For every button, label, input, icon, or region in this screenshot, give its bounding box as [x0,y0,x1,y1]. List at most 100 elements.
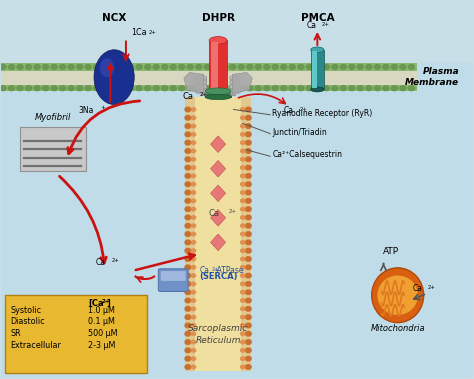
Circle shape [185,140,191,145]
Circle shape [238,64,244,69]
Circle shape [246,149,251,153]
Circle shape [289,86,295,91]
Circle shape [17,64,23,69]
Circle shape [340,86,346,91]
Circle shape [187,64,193,69]
Circle shape [191,133,196,136]
Circle shape [191,315,196,319]
Circle shape [191,257,196,261]
Circle shape [238,86,244,91]
Circle shape [185,182,191,186]
Ellipse shape [372,268,424,323]
Circle shape [185,190,191,195]
Circle shape [246,248,251,253]
Ellipse shape [94,50,134,105]
Circle shape [240,332,245,335]
Circle shape [240,307,245,310]
Circle shape [323,64,329,69]
Circle shape [246,356,251,361]
Circle shape [332,64,338,69]
Circle shape [246,157,251,161]
Circle shape [400,86,406,91]
Circle shape [185,348,191,352]
Circle shape [246,323,251,328]
Circle shape [185,265,191,269]
Ellipse shape [311,47,324,53]
Circle shape [240,108,245,111]
Circle shape [119,64,125,69]
Text: SR: SR [10,329,21,338]
Text: 2+: 2+ [212,267,219,272]
Circle shape [281,64,287,69]
Ellipse shape [100,58,114,77]
Text: Ca: Ca [182,92,194,101]
Circle shape [289,64,295,69]
Ellipse shape [209,36,227,44]
Circle shape [246,232,251,236]
Circle shape [240,232,245,236]
Circle shape [246,124,251,128]
Circle shape [240,324,245,327]
Circle shape [191,241,196,244]
Circle shape [340,64,346,69]
Circle shape [191,357,196,360]
Circle shape [221,64,228,69]
Text: Plasma
Membrane: Plasma Membrane [405,67,459,87]
Circle shape [191,266,196,269]
Circle shape [185,307,191,311]
Circle shape [383,64,389,69]
Text: 2+: 2+ [101,299,110,304]
Circle shape [185,215,191,220]
Circle shape [240,224,245,227]
Text: 2+: 2+ [111,258,119,263]
Circle shape [315,86,321,91]
Circle shape [153,86,159,91]
Circle shape [213,64,219,69]
Text: 2+: 2+ [300,106,308,111]
Circle shape [392,86,398,91]
Bar [311,50,324,89]
Circle shape [191,207,196,211]
Circle shape [366,64,372,69]
Circle shape [191,349,196,352]
Ellipse shape [377,276,418,315]
Circle shape [191,116,196,119]
Bar [230,76,235,95]
Circle shape [246,140,251,145]
Circle shape [136,64,142,69]
Circle shape [191,340,196,344]
Circle shape [187,86,193,91]
Circle shape [332,86,338,91]
Circle shape [246,265,251,269]
Circle shape [185,132,191,137]
FancyBboxPatch shape [161,271,186,281]
Circle shape [213,86,219,91]
Circle shape [51,86,57,91]
Text: Ca: Ca [413,285,423,293]
Circle shape [240,291,245,294]
Circle shape [9,64,15,69]
Bar [201,76,206,95]
Text: Diastolic: Diastolic [10,317,45,326]
Circle shape [185,323,191,328]
Circle shape [185,232,191,236]
Polygon shape [210,185,226,202]
Circle shape [240,183,245,186]
Circle shape [349,86,355,91]
Text: 0.1 μM: 0.1 μM [88,317,115,326]
Text: Systolic: Systolic [10,306,41,315]
Ellipse shape [311,87,324,92]
Bar [0,63,417,71]
Circle shape [240,266,245,269]
Ellipse shape [195,84,207,89]
Circle shape [246,165,251,170]
Circle shape [383,86,389,91]
Circle shape [196,86,202,91]
Text: 3Na: 3Na [79,106,94,115]
Circle shape [230,86,236,91]
Circle shape [185,290,191,294]
Circle shape [400,64,406,69]
Circle shape [240,158,245,161]
Circle shape [221,86,228,91]
Circle shape [185,174,191,178]
